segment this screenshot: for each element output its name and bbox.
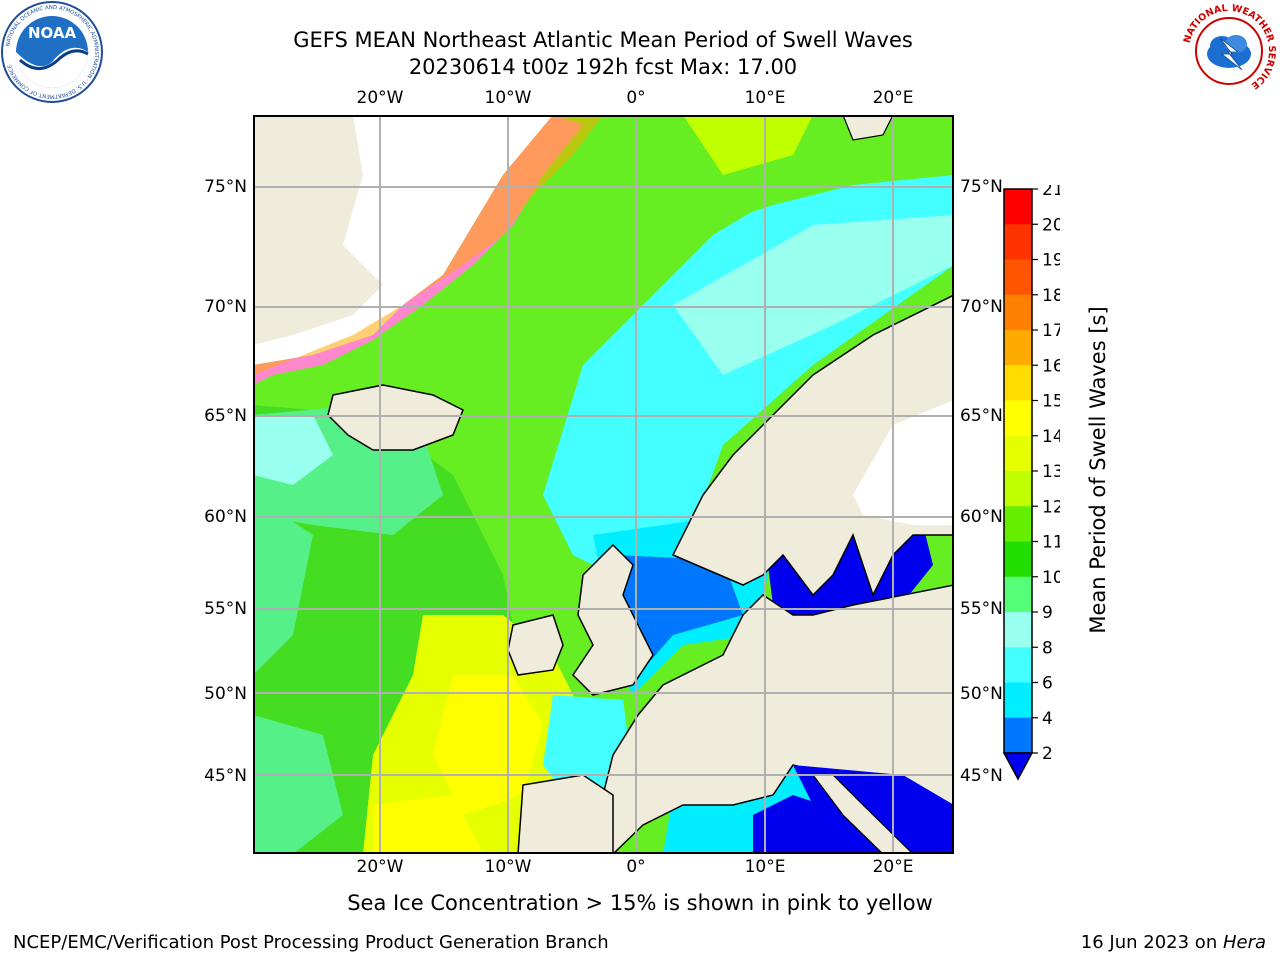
- lat-label-left: 60°N: [204, 507, 247, 527]
- lon-label-top: 0°: [626, 88, 646, 108]
- colorbar-tick-label: 16: [1042, 356, 1060, 376]
- colorbar-tick-label: 2: [1042, 744, 1053, 764]
- lat-label-left: 75°N: [204, 177, 247, 197]
- colorbar-bin: [1004, 189, 1032, 225]
- colorbar-tick-label: 12: [1042, 497, 1060, 517]
- colorbar-label: Mean Period of Swell Waves [s]: [1086, 306, 1110, 634]
- colorbar-bin: [1004, 541, 1032, 578]
- iceland: [327, 384, 464, 451]
- colorbar-bin: [1004, 400, 1032, 437]
- lat-label-right: 55°N: [960, 599, 1003, 619]
- map-title: GEFS MEAN Northeast Atlantic Mean Period…: [293, 28, 913, 52]
- lat-label-right: 45°N: [960, 766, 1003, 786]
- colorbar-bin: [1004, 330, 1032, 366]
- colorbar-bin: [1004, 259, 1032, 296]
- colorbar-tick-label: 11: [1042, 533, 1060, 553]
- colorbar-under-arrow: [1002, 752, 1034, 781]
- great-britain: [572, 543, 654, 696]
- colorbar-bin: [1004, 365, 1032, 401]
- nws-logo: NATIONAL WEATHER SERVICE: [1180, 2, 1278, 100]
- lat-label-right: 75°N: [960, 177, 1003, 197]
- colorbar-bin: [1004, 612, 1032, 648]
- lat-label-right: 60°N: [960, 507, 1003, 527]
- map-gridlines: [253, 115, 954, 854]
- colorbar-tick-label: 14: [1042, 427, 1060, 447]
- colorbar-bin: [1004, 471, 1032, 507]
- colorbar-bin: [1004, 224, 1032, 260]
- colorbar-tick-label: 8: [1042, 638, 1053, 658]
- footer-credit: NCEP/EMC/Verification Post Processing Pr…: [13, 932, 609, 953]
- colorbar-tick-label: 13: [1042, 462, 1060, 482]
- lat-label-left: 65°N: [204, 406, 247, 426]
- lat-label-left: 50°N: [204, 684, 247, 704]
- colorbar-tick-label: 9: [1042, 603, 1053, 623]
- lon-label-bottom: 20°E: [872, 857, 914, 877]
- colorbar-tick-label: 18: [1042, 286, 1060, 306]
- colorbar-tick-label: 20: [1042, 215, 1060, 235]
- lat-label-right: 65°N: [960, 406, 1003, 426]
- colorbar-bin: [1004, 682, 1032, 719]
- colorbar-tick-label: 15: [1042, 392, 1060, 412]
- lon-label-bottom: 20°W: [356, 857, 404, 877]
- footer-date-text: 16 Jun 2023 on: [1080, 932, 1223, 953]
- lon-label-top: 20°E: [872, 88, 914, 108]
- iberia: [517, 774, 614, 854]
- colorbar-bin: [1004, 717, 1032, 754]
- colorbar-tick-label: 17: [1042, 321, 1060, 341]
- colorbar-tick-label: 6: [1042, 674, 1053, 694]
- lon-label-top: 20°W: [356, 88, 404, 108]
- lon-label-top: 10°W: [484, 88, 532, 108]
- colorbar-bin: [1004, 435, 1032, 472]
- sea-ice-note: Sea Ice Concentration > 15% is shown in …: [347, 891, 933, 915]
- noaa-logo: NOAA NATIONAL OCEANIC AND ATMOSPHERIC AD…: [1, 1, 103, 103]
- colorbar-bin: [1004, 294, 1032, 331]
- colorbar-bin: [1004, 647, 1032, 683]
- ireland: [507, 614, 564, 676]
- lat-label-left: 45°N: [204, 766, 247, 786]
- noaa-logo-text: NOAA: [28, 24, 77, 42]
- colorbar: 21 20 19 18 17 16 15 14 13 12 11 10 9 8 6 4 2: [1002, 185, 1060, 781]
- lon-label-bottom: 0°: [626, 857, 646, 877]
- footer-date: 16 Jun 2023 on Hera: [1081, 932, 1266, 953]
- colorbar-bin: [1004, 576, 1032, 613]
- colorbar-tick-label: 4: [1042, 709, 1053, 729]
- footer-host: Hera: [1222, 932, 1266, 953]
- map-border: [253, 115, 954, 854]
- lon-label-bottom: 10°W: [484, 857, 532, 877]
- lon-label-top: 10°E: [744, 88, 786, 108]
- greenland-land: [253, 115, 383, 345]
- colorbar-tick-label: 10: [1042, 568, 1060, 588]
- colorbar-bin: [1004, 506, 1032, 542]
- colorbar-tick-label: 19: [1042, 251, 1060, 271]
- lat-label-left: 70°N: [204, 297, 247, 317]
- swell-period-map: [253, 115, 954, 854]
- map-subtitle: 20230614 t00z 192h fcst Max: 17.00: [408, 55, 798, 79]
- colorbar-tick-label: 21: [1042, 185, 1060, 200]
- lat-label-left: 55°N: [204, 599, 247, 619]
- lon-label-bottom: 10°E: [744, 857, 786, 877]
- scandinavia: [671, 294, 954, 597]
- lat-label-right: 70°N: [960, 297, 1003, 317]
- lat-label-right: 50°N: [960, 684, 1003, 704]
